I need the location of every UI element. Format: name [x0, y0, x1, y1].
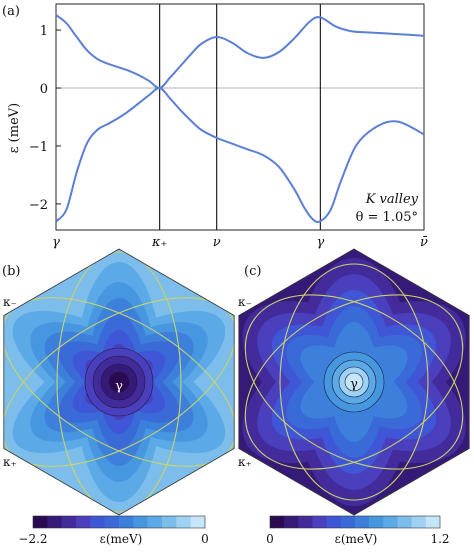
colorbar-c	[269, 515, 441, 529]
x-tick-label-4: ν̄	[420, 235, 428, 250]
colorbar-b-swatch-7	[133, 516, 148, 528]
colorbar-c-swatch-0	[270, 516, 285, 528]
panel-a-label: (a)	[2, 4, 20, 19]
point-label-kappa-minus-c: κ₋	[238, 295, 252, 309]
colorbar-b-swatch-2	[61, 516, 77, 528]
colorbar-b	[32, 515, 206, 529]
band-line-0	[55, 14, 425, 90]
panel-a: (a) ε (meV) 1 0 −1 −2 γ κ₊ ν γ ν̄ K valley θ = …	[2, 3, 428, 250]
colorbar-b-swatch-3	[76, 516, 91, 528]
plot-frame	[55, 3, 425, 231]
contour-b-21	[108, 371, 130, 393]
panel-c-label: (c)	[244, 264, 261, 279]
colorbar-b-label: ε(meV)	[100, 532, 143, 546]
band-lines	[55, 14, 425, 224]
contour-c-21	[244, 294, 464, 470]
colorbar-b-swatch-4	[90, 516, 105, 528]
y-tick-label-1: 0	[40, 82, 48, 97]
colorbar-b-swatch-6	[119, 516, 134, 528]
contour-c-19	[279, 263, 429, 501]
colorbar-b-min: −2.2	[18, 532, 47, 546]
x-ticks: γ κ₊ ν γ ν̄	[52, 235, 428, 250]
contour-map-c	[238, 248, 470, 516]
contour-b-22	[56, 251, 182, 513]
colorbar-b-swatch-11	[190, 516, 206, 528]
y-ticks: 1 0 −1 −2	[29, 24, 61, 213]
contour-map-b	[3, 248, 235, 516]
colorbar-c-max: 1.2	[430, 532, 449, 546]
panel-b: (b) κ₋ κ₊ γ −2.2 ε(meV) 0	[2, 248, 235, 546]
colorbar-b-frame	[32, 515, 206, 529]
angle-annotation: θ = 1.05°	[356, 210, 418, 225]
x-tick-label-0: γ	[52, 235, 60, 250]
colorbar-c-frame	[269, 515, 441, 529]
contour-c-20	[244, 294, 464, 470]
hex-outline-b	[3, 248, 235, 516]
colorbar-b-max: 0	[201, 532, 209, 546]
contour-c-18	[344, 372, 364, 392]
panel-c: (c) κ₋ κ₊ γ 0 ε(meV) 1.2	[238, 248, 470, 546]
colorbar-c-swatch-5	[340, 516, 356, 528]
colorbar-b-swatch-5	[104, 516, 120, 528]
hex-outline-c	[238, 248, 470, 516]
colorbar-c-swatch-6	[355, 516, 370, 528]
contour-b-24	[3, 297, 235, 467]
y-tick-label-3: −2	[29, 198, 48, 213]
center-label-c: γ	[350, 377, 358, 392]
colorbar-c-label: ε(meV)	[335, 532, 378, 546]
colorbar-c-swatch-4	[326, 516, 342, 528]
colorbar-b-swatch-8	[147, 516, 163, 528]
point-label-kappa-plus-c: κ₊	[238, 455, 252, 469]
colorbar-b-swatch-10	[176, 516, 191, 528]
center-label-b: γ	[115, 379, 123, 394]
panel-b-label: (b)	[2, 264, 20, 279]
colorbar-c-swatch-11	[425, 516, 441, 528]
contour-b-23	[3, 297, 235, 467]
colorbar-c-swatch-8	[383, 516, 398, 528]
vertical-lines	[159, 4, 321, 230]
colorbar-b-swatch-9	[162, 516, 177, 528]
colorbar-c-swatch-9	[397, 516, 412, 528]
x-tick-label-1: κ₊	[151, 235, 167, 250]
colorbar-c-swatch-3	[312, 516, 327, 528]
colorbar-b-swatch-1	[47, 516, 62, 528]
x-tick-label-2: ν	[213, 235, 221, 250]
valley-annotation: K valley	[365, 192, 419, 207]
y-tick-label-2: −1	[29, 140, 48, 155]
colorbar-b-swatch-0	[33, 516, 48, 528]
colorbar-c-min: 0	[266, 532, 274, 546]
colorbar-c-swatch-1	[284, 516, 299, 528]
x-tick-label-3: γ	[316, 235, 324, 250]
y-tick-label-0: 1	[40, 24, 48, 39]
point-label-kappa-plus-b: κ₊	[3, 455, 17, 469]
point-label-kappa-minus-b: κ₋	[3, 295, 17, 309]
colorbar-c-swatch-7	[369, 516, 384, 528]
colorbar-c-swatch-10	[411, 516, 427, 528]
band-line-1	[55, 87, 425, 224]
y-axis-label: ε (meV)	[7, 103, 22, 153]
colorbar-c-swatch-2	[298, 516, 313, 528]
